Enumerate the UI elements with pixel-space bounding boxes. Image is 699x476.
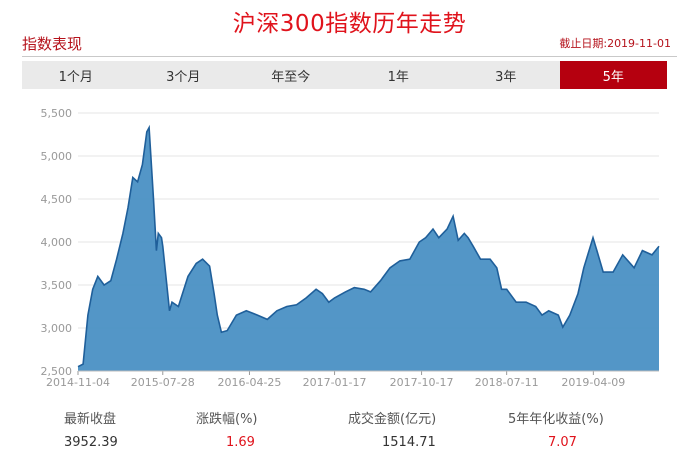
period-tabs: 1个月 3个月 年至今 1年 3年 5年 xyxy=(22,61,667,89)
tab-1-year[interactable]: 1年 xyxy=(345,61,453,89)
y-tick-label: 4,500 xyxy=(41,193,73,206)
tab-label: 1年 xyxy=(387,69,409,85)
y-tick-label: 3,500 xyxy=(41,279,73,292)
stat-turnover: 成交金额(亿元) 1514.71 xyxy=(348,408,468,450)
series-line xyxy=(77,124,660,368)
x-tick-label: 2015-07-28 xyxy=(131,376,195,389)
series-area xyxy=(78,127,659,371)
x-tick-label: 2018-07-11 xyxy=(475,376,539,389)
stat-value: 3952.39 xyxy=(64,435,118,450)
tab-label: 3年 xyxy=(495,69,517,85)
page-title: 沪深300指数历年走势 xyxy=(232,11,467,37)
index-chart: 2,500 3,000 3,500 4,000 4,500 5,000 5,500 2014-… xyxy=(0,96,699,396)
y-tick-label: 3,000 xyxy=(41,322,73,335)
x-tick-label: 2017-01-17 xyxy=(303,376,367,389)
tab-label: 1个月 xyxy=(58,69,93,85)
y-tick-label: 2,500 xyxy=(41,365,73,378)
tab-5-years[interactable]: 5年 xyxy=(559,61,667,89)
x-tick-label: 2017-10-17 xyxy=(390,376,454,389)
tab-label: 5年 xyxy=(602,69,624,85)
stat-value: 1514.71 xyxy=(382,435,436,450)
stat-annualized: 5年年化收益(%) 7.07 xyxy=(508,408,628,450)
stats-row: 最新收盘 3952.39 涨跌幅(%) 1.69 成交金额(亿元) 1514.7… xyxy=(0,408,699,468)
stat-label: 5年年化收益(%) xyxy=(508,412,604,427)
stat-value: 1.69 xyxy=(226,435,255,450)
stat-label: 涨跌幅(%) xyxy=(196,412,258,427)
y-tick-label: 5,500 xyxy=(41,107,73,120)
stat-change-pct: 涨跌幅(%) 1.69 xyxy=(196,408,316,450)
stat-label: 成交金额(亿元) xyxy=(348,412,437,427)
header-divider xyxy=(22,56,677,57)
y-tick-label: 4,000 xyxy=(41,236,73,249)
y-tick-label: 5,000 xyxy=(41,150,73,163)
tab-3-years[interactable]: 3年 xyxy=(452,61,560,89)
x-tick-label: 2014-11-04 xyxy=(46,376,110,389)
tab-1-month[interactable]: 1个月 xyxy=(22,61,130,89)
tab-label: 年至今 xyxy=(271,69,311,85)
stat-latest-close: 最新收盘 3952.39 xyxy=(64,408,184,450)
chart-svg: 2,500 3,000 3,500 4,000 4,500 5,000 5,500 2014-… xyxy=(41,107,660,389)
tab-3-months[interactable]: 3个月 xyxy=(130,61,238,89)
as-of-date: 截止日期:2019-11-01 xyxy=(559,37,671,50)
tab-label: 3个月 xyxy=(166,69,201,85)
tab-year-to-date[interactable]: 年至今 xyxy=(237,61,345,89)
stat-label: 最新收盘 xyxy=(64,412,117,427)
x-tick-label: 2016-04-25 xyxy=(217,376,281,389)
x-tick-label: 2019-04-09 xyxy=(561,376,625,389)
section-label: 指数表现 xyxy=(22,35,83,53)
stat-value: 7.07 xyxy=(548,435,577,450)
